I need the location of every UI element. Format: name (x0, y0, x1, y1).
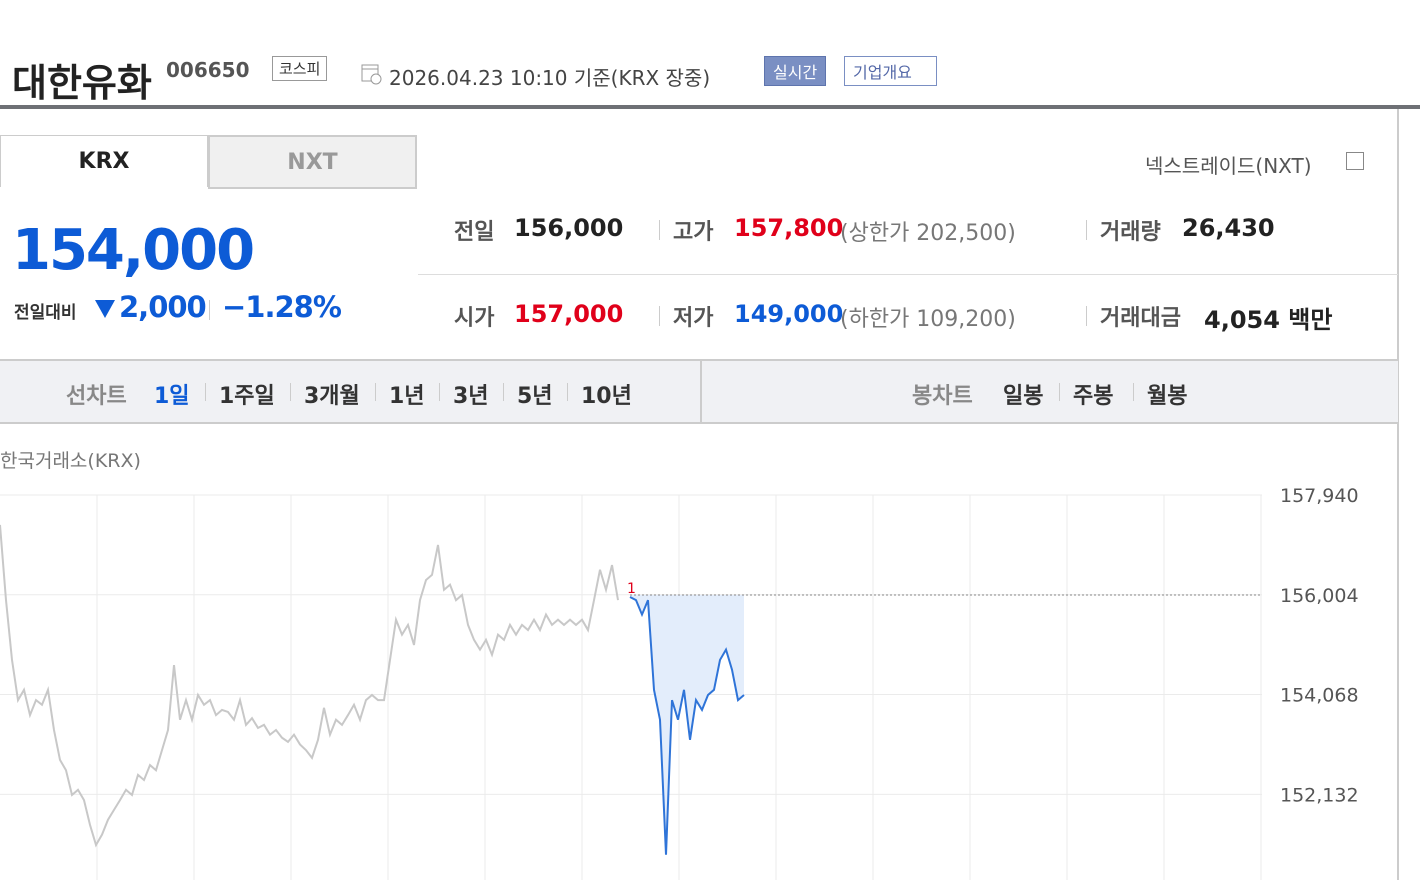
stat-value: 149,000 (734, 300, 844, 328)
stat-separator (659, 306, 660, 326)
candle-option[interactable]: 일봉 (1003, 384, 1044, 409)
current-price: 154,000 (12, 218, 255, 283)
stats-rule (418, 274, 1398, 275)
period-option[interactable]: 10년 (581, 384, 632, 409)
stat-value: 157,800 (734, 214, 844, 242)
stat-separator (1086, 220, 1087, 240)
market-badge: 코스피 (272, 56, 328, 81)
stat-separator (1086, 306, 1087, 326)
company-button[interactable]: 기업개요 (844, 56, 937, 86)
nxt-link[interactable]: 넥스트레이드(NXT) (1145, 154, 1312, 178)
stat-label: 시가 (454, 306, 495, 331)
marker: 1 (627, 581, 636, 597)
stat-value: 156,000 (514, 214, 624, 242)
period-option[interactable]: 1주일 (219, 384, 275, 409)
stat-label: 고가 (673, 220, 714, 245)
candle-option[interactable]: 주봉 (1073, 384, 1114, 409)
stat-label: 거래량 (1100, 220, 1161, 245)
chart-source: 한국거래소(KRX) (0, 450, 141, 472)
period-option[interactable]: 1일 (154, 384, 190, 409)
stock-name: 대한유화 (12, 61, 152, 105)
stat-label: 저가 (673, 306, 714, 331)
stat-value: 4,054 백만 (1204, 306, 1333, 334)
period-option[interactable]: 3개월 (304, 384, 360, 409)
menu-separator (1059, 383, 1060, 401)
period-option[interactable]: 5년 (517, 384, 553, 409)
menu-separator (205, 383, 206, 401)
tab-krx[interactable]: KRX (0, 135, 208, 187)
line-chart-label: 선차트 (66, 384, 127, 409)
section-rule (0, 359, 1398, 361)
down-arrow (95, 300, 115, 318)
menu-separator (290, 383, 291, 401)
stat-note: (하한가 109,200) (840, 307, 1016, 332)
candle-option[interactable]: 월봉 (1147, 384, 1188, 409)
panel-border (1397, 109, 1399, 880)
menu-separator (567, 383, 568, 401)
y-tick-label: 157,940 (1280, 485, 1359, 507)
change-amount: 2,000 (119, 290, 207, 324)
menu-divider (700, 361, 702, 422)
stat-note: (상한가 202,500) (840, 221, 1016, 246)
y-tick-label: 154,068 (1280, 685, 1359, 707)
help-icon[interactable] (1346, 152, 1364, 170)
y-tick-label: 152,132 (1280, 784, 1359, 806)
stat-value: 26,430 (1182, 214, 1275, 242)
menu-separator (375, 383, 376, 401)
stat-value: 157,000 (514, 300, 624, 328)
y-tick-label: 156,004 (1280, 585, 1359, 607)
menu-separator (503, 383, 504, 401)
calendar-icon (361, 64, 382, 85)
stat-label: 거래대금 (1100, 306, 1181, 331)
area-fill (630, 594, 744, 855)
chart-menu-bar (0, 361, 1398, 424)
menu-separator (439, 383, 440, 401)
change-percent: −1.28% (222, 290, 342, 324)
price-line (629, 596, 745, 855)
price-line (0, 524, 619, 848)
candle-chart-label: 봉차트 (912, 384, 973, 409)
stat-separator (659, 220, 660, 240)
menu-separator (1133, 383, 1134, 401)
header-rule (0, 105, 1420, 109)
change-label: 전일대비 (14, 303, 77, 323)
tab-nxt[interactable]: NXT (208, 135, 417, 189)
timestamp: 2026.04.23 10:10 기준(KRX 장중) (389, 66, 711, 90)
realtime-button[interactable]: 실시간 (764, 56, 827, 86)
period-option[interactable]: 3년 (453, 384, 489, 409)
stat-label: 전일 (454, 220, 495, 245)
stock-code: 006650 (166, 58, 250, 82)
period-option[interactable]: 1년 (389, 384, 425, 409)
